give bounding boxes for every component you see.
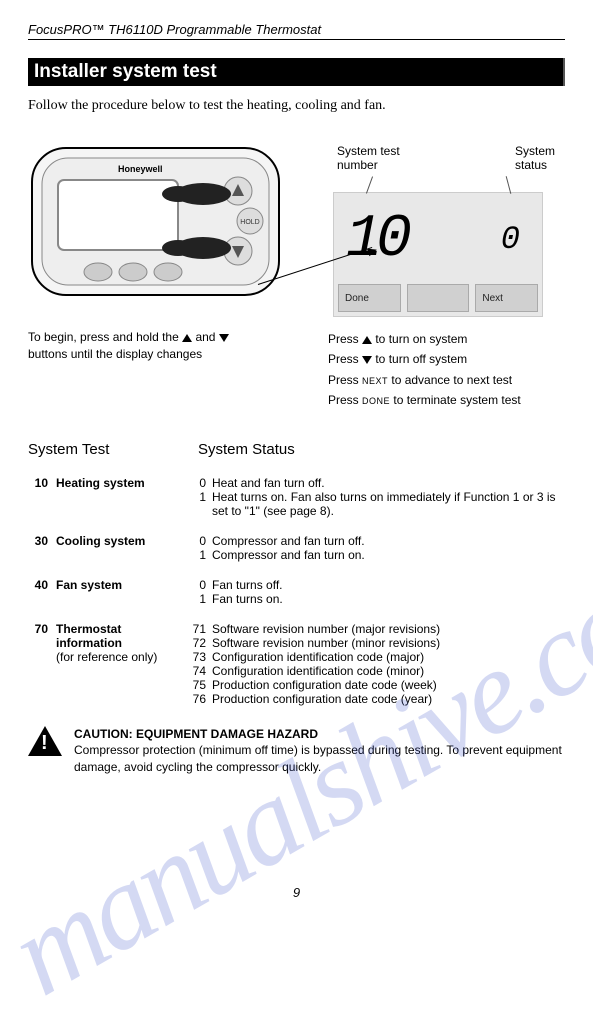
caption-right: Press to turn on systemPress to turn off… — [328, 329, 565, 411]
test-name: Cooling system — [56, 534, 190, 548]
caption-line: Press done to terminate system test — [328, 390, 565, 410]
test-row: 30Cooling system0Compressor and fan turn… — [28, 534, 565, 562]
test-name: Thermostat information(for reference onl… — [56, 622, 190, 664]
svg-text:HOLD: HOLD — [240, 219, 259, 226]
thermostat-svg: Honeywell HOLD — [28, 144, 283, 299]
status-line: 0Compressor and fan turn off. — [190, 534, 565, 548]
caption-line: Press next to advance to next test — [328, 370, 565, 390]
system-headers: System Test System Status — [28, 441, 565, 458]
status-code: 74 — [190, 664, 212, 678]
status-text: Software revision number (major revision… — [212, 622, 565, 636]
status-text: Production configuration date code (year… — [212, 692, 565, 706]
test-row: 70Thermostat information(for reference o… — [28, 622, 565, 706]
header-system-test: System Test — [28, 441, 198, 458]
status-code: 73 — [190, 650, 212, 664]
test-number: 10 — [28, 476, 56, 490]
status-code: 0 — [190, 534, 212, 548]
diagram-row: Honeywell HOLD System test number — [28, 144, 565, 317]
status-text: Fan turns on. — [212, 592, 565, 606]
status-text: Compressor and fan turn off. — [212, 534, 565, 548]
header-system-status: System Status — [198, 441, 565, 458]
page-header: FocusPRO™ TH6110D Programmable Thermosta… — [28, 22, 565, 40]
smallcaps-label: next — [362, 376, 388, 386]
status-text: Production configuration date code (week… — [212, 678, 565, 692]
status-line: 75Production configuration date code (we… — [190, 678, 565, 692]
status-line: 72Software revision number (minor revisi… — [190, 636, 565, 650]
test-name: Fan system — [56, 578, 190, 592]
lcd-label-right: System status — [515, 144, 555, 172]
triangle-down-icon — [362, 356, 372, 364]
test-number: 40 — [28, 578, 56, 592]
status-text: Configuration identification code (minor… — [212, 664, 565, 678]
thermostat-diagram: Honeywell HOLD — [28, 144, 283, 317]
status-text: Heat turns on. Fan also turns on immedia… — [212, 490, 565, 518]
test-number: 70 — [28, 622, 56, 636]
test-number: 30 — [28, 534, 56, 548]
lcd-diagram: System test number System status 10 0 Do… — [333, 144, 565, 317]
status-line: 71Software revision number (major revisi… — [190, 622, 565, 636]
lcd-screen: 10 0 Done Next — [333, 192, 543, 317]
triangle-up-icon — [182, 334, 192, 342]
status-list: 71Software revision number (major revisi… — [190, 622, 565, 706]
status-code: 71 — [190, 622, 212, 636]
status-list: 0Heat and fan turn off.1Heat turns on. F… — [190, 476, 565, 518]
caption-line: Press to turn on system — [328, 329, 565, 349]
status-text: Configuration identification code (major… — [212, 650, 565, 664]
status-line: 1Compressor and fan turn on. — [190, 548, 565, 562]
triangle-down-icon — [219, 334, 229, 342]
test-name-sub: (for reference only) — [56, 650, 190, 664]
lcd-next-button: Next — [475, 284, 538, 312]
status-text: Fan turns off. — [212, 578, 565, 592]
page-number: 9 — [0, 885, 593, 900]
lcd-label-left: System test number — [337, 144, 400, 172]
caution-body: Compressor protection (minimum off time)… — [74, 742, 565, 776]
caption-line: Press to turn off system — [328, 349, 565, 369]
status-line: 1Fan turns on. — [190, 592, 565, 606]
lcd-status-value: 0 — [501, 221, 520, 258]
status-line: 76Production configuration date code (ye… — [190, 692, 565, 706]
lcd-mid-button — [407, 284, 470, 312]
status-code: 76 — [190, 692, 212, 706]
status-code: 1 — [190, 548, 212, 562]
status-code: 1 — [190, 490, 212, 518]
caption-row: To begin, press and hold the and buttons… — [28, 329, 565, 411]
status-line: 0Fan turns off. — [190, 578, 565, 592]
status-text: Software revision number (minor revision… — [212, 636, 565, 650]
warning-icon: ! — [28, 726, 62, 756]
status-code: 1 — [190, 592, 212, 606]
status-list: 0Compressor and fan turn off.1Compressor… — [190, 534, 565, 562]
lcd-done-button: Done — [338, 284, 401, 312]
caution-title: CAUTION: EQUIPMENT DAMAGE HAZARD — [74, 726, 565, 743]
test-row: 10Heating system0Heat and fan turn off.1… — [28, 476, 565, 518]
status-code: 75 — [190, 678, 212, 692]
test-row: 40Fan system0Fan turns off.1Fan turns on… — [28, 578, 565, 606]
status-text: Compressor and fan turn on. — [212, 548, 565, 562]
smallcaps-label: done — [362, 396, 390, 406]
caption-left: To begin, press and hold the and buttons… — [28, 329, 268, 411]
triangle-up-icon — [362, 336, 372, 344]
intro-text: Follow the procedure below to test the h… — [28, 98, 565, 114]
section-title: Installer system test — [28, 58, 565, 86]
status-code: 0 — [190, 476, 212, 490]
status-line: 1Heat turns on. Fan also turns on immedi… — [190, 490, 565, 518]
status-line: 73Configuration identification code (maj… — [190, 650, 565, 664]
brand-text: Honeywell — [118, 164, 163, 174]
status-text: Heat and fan turn off. — [212, 476, 565, 490]
status-line: 74Configuration identification code (min… — [190, 664, 565, 678]
status-list: 0Fan turns off.1Fan turns on. — [190, 578, 565, 606]
status-code: 72 — [190, 636, 212, 650]
test-name: Heating system — [56, 476, 190, 490]
test-table: 10Heating system0Heat and fan turn off.1… — [28, 476, 565, 706]
status-code: 0 — [190, 578, 212, 592]
lcd-test-number: 10 — [346, 206, 406, 274]
status-line: 0Heat and fan turn off. — [190, 476, 565, 490]
caution-box: ! CAUTION: EQUIPMENT DAMAGE HAZARD Compr… — [28, 726, 565, 776]
